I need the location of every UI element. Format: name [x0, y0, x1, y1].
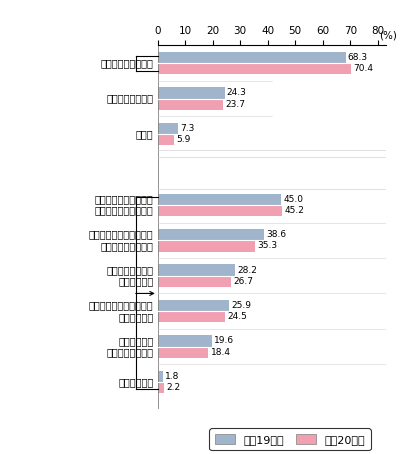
Text: 24.3: 24.3 [227, 89, 247, 97]
Text: 25.9: 25.9 [231, 301, 251, 310]
Bar [158, 134, 174, 145]
Text: 1.8: 1.8 [165, 372, 179, 381]
Text: 70.4: 70.4 [354, 64, 374, 73]
Legend: 平成19年末, 平成20年末: 平成19年末, 平成20年末 [210, 429, 371, 450]
Text: 2.2: 2.2 [166, 383, 180, 392]
Text: 19.6: 19.6 [214, 336, 234, 345]
Bar [158, 99, 223, 110]
Bar [158, 370, 163, 382]
Bar [158, 52, 346, 63]
Bar [158, 193, 281, 205]
Text: 45.2: 45.2 [284, 206, 304, 215]
Bar [158, 229, 264, 240]
Text: 7.3: 7.3 [180, 124, 194, 133]
Bar [158, 240, 255, 252]
Bar [158, 264, 235, 276]
Bar [158, 205, 282, 216]
Bar [158, 123, 178, 134]
Text: 18.4: 18.4 [210, 348, 230, 357]
Text: 68.3: 68.3 [348, 53, 368, 62]
Text: 28.2: 28.2 [237, 266, 257, 275]
Text: 45.0: 45.0 [283, 195, 304, 204]
Text: 35.3: 35.3 [257, 242, 277, 251]
Bar [158, 346, 208, 358]
Text: 38.6: 38.6 [266, 230, 286, 239]
Text: 23.7: 23.7 [225, 100, 245, 109]
Bar [158, 382, 164, 393]
Bar [158, 300, 229, 311]
Bar [158, 276, 231, 287]
Bar [158, 335, 212, 346]
Bar [158, 63, 352, 74]
Text: 24.5: 24.5 [227, 312, 247, 321]
Text: 26.7: 26.7 [233, 277, 253, 286]
Bar [158, 87, 225, 99]
Text: 5.9: 5.9 [176, 135, 190, 144]
Text: (%): (%) [379, 30, 397, 40]
Bar [158, 311, 225, 322]
